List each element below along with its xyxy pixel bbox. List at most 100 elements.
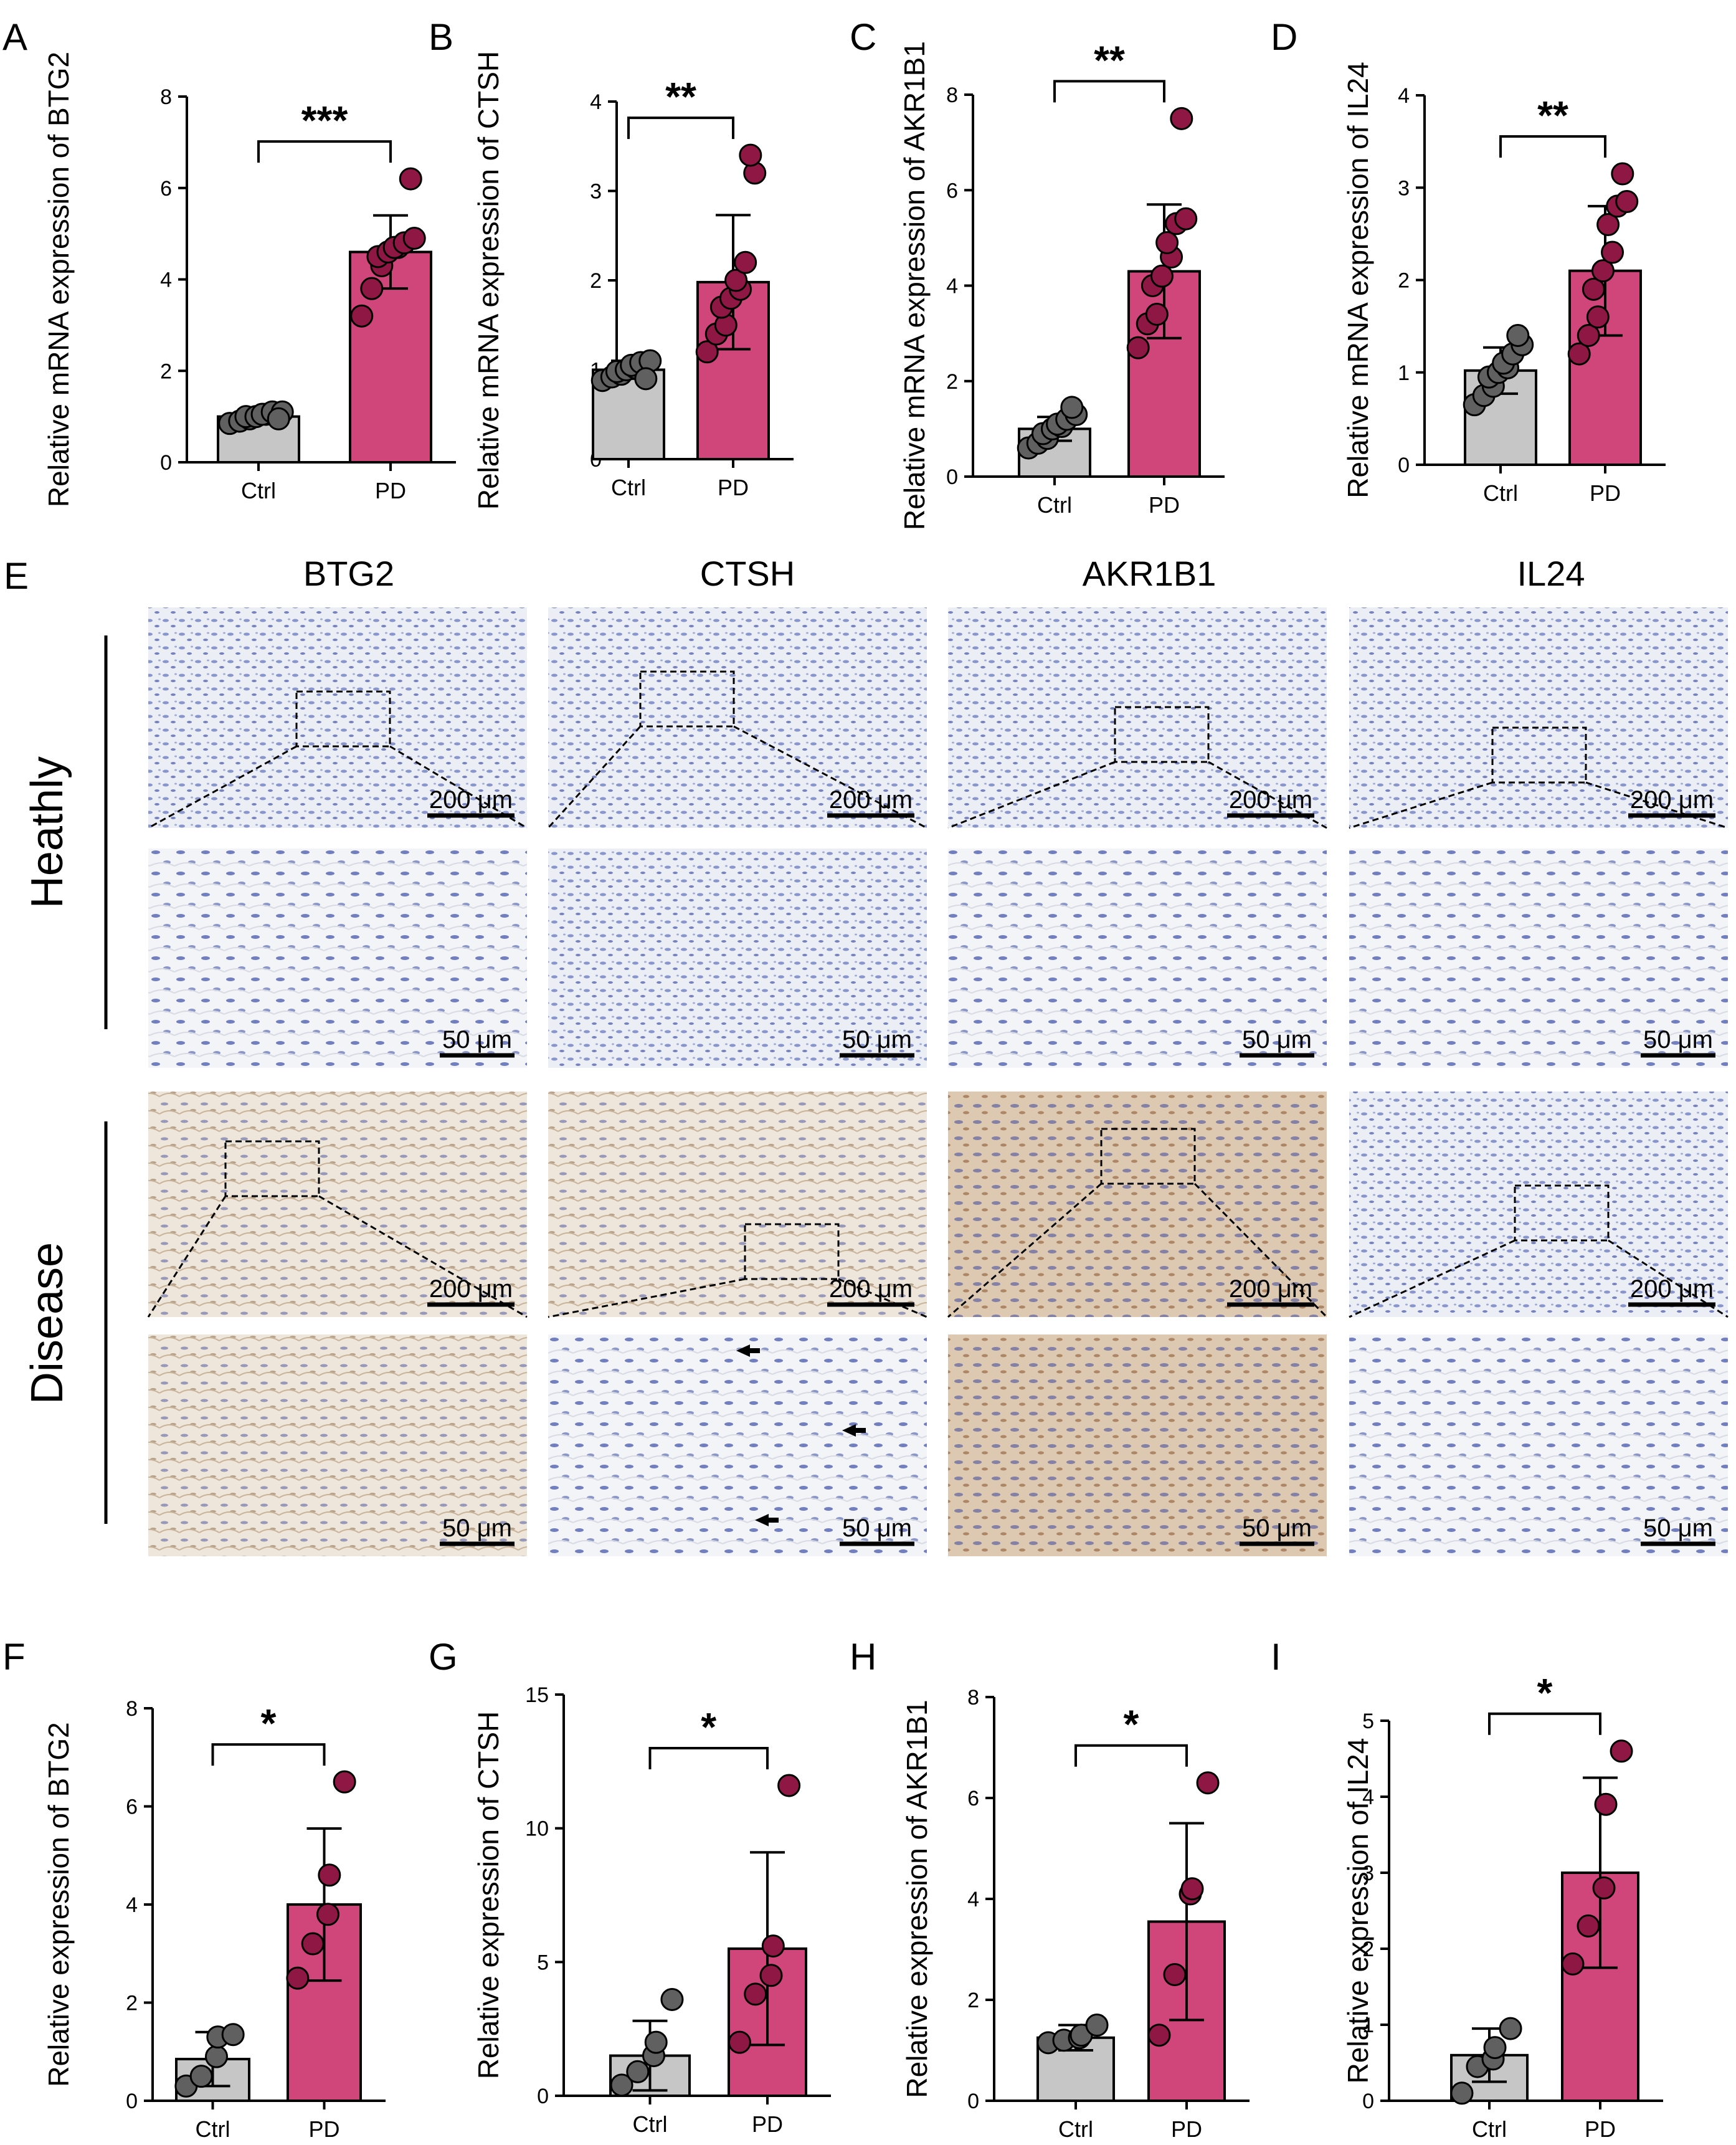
scale-bar-label: 200 μm: [429, 1275, 513, 1303]
data-point: [1155, 231, 1179, 255]
data-point: [286, 1966, 310, 1990]
data-point: [1596, 213, 1620, 237]
y-tick-label: 2: [967, 1989, 979, 2012]
zoom-line-left: [947, 761, 1116, 829]
roi-box: [1491, 726, 1587, 784]
y-axis-label: Relative expression of BTG2: [42, 1722, 75, 2087]
data-point: [1170, 107, 1193, 130]
y-tick-label: 0: [160, 451, 172, 475]
significance-bracket: [211, 1743, 326, 1766]
x-tick-label: Ctrl: [611, 475, 646, 500]
data-point: [1591, 259, 1615, 283]
scale-bar-label: 50 μm: [1643, 1026, 1713, 1053]
data-point: [316, 1903, 339, 1926]
significance-stars: *: [1537, 1670, 1553, 1715]
panel-label: G: [429, 1636, 458, 1678]
y-tick-label: 4: [967, 1888, 979, 1911]
ihc-image-grid: 200 μm 200 μm 200 μm 200 μm 50 μm 50 μm 50 μm 5…: [147, 607, 1729, 1556]
data-point: [267, 407, 290, 430]
data-point: [644, 2030, 668, 2054]
scale-bar-label: 200 μm: [429, 786, 513, 814]
data-point: [1499, 2017, 1522, 2040]
ihc-image-btg2-healthy-low: [148, 607, 527, 828]
significance-bracket: [257, 140, 392, 163]
x-tick-label: PD: [308, 2116, 339, 2142]
data-point: [734, 250, 757, 274]
data-point: [1163, 1963, 1187, 1986]
data-point: [660, 1987, 684, 2011]
row-label-healthy: Heathly: [22, 756, 72, 908]
chart-panel-f: F 0 2 4 6 8 Relative expression of BTG2 Ctrl PD *: [2, 1636, 386, 2142]
data-point: [1611, 162, 1634, 186]
ihc-panel: E BTG2 CTSH AKR1B1 IL24 Heathly Disease …: [4, 554, 1729, 1556]
panel-label: I: [1271, 1636, 1281, 1678]
data-point: [1577, 323, 1600, 347]
ihc-image-akr1b1-healthy-low: [948, 607, 1327, 828]
x-tick-label: PD: [752, 2111, 783, 2137]
significance-stars: **: [665, 74, 696, 119]
row-label-disease: Disease: [22, 1242, 72, 1404]
x-tick-label: Ctrl: [241, 478, 276, 503]
chart-panel-a: A 0 2 4 6 8 Relative mRNA expression of BTG2 Ct…: [2, 16, 456, 507]
x-tick-label: PD: [1585, 2116, 1616, 2142]
chart-panel-c: C 0 2 4 6 8 Relative mRNA expression of AKR1B1…: [850, 16, 1225, 530]
arrow-icon: [736, 1344, 760, 1357]
y-tick-label: 2: [946, 370, 958, 394]
y-tick-label: 8: [160, 85, 172, 109]
data-point: [1150, 264, 1174, 288]
panel-label-e: E: [4, 555, 29, 597]
y-tick-label: 4: [1398, 84, 1410, 108]
data-point: [205, 2045, 228, 2068]
significance-stars: **: [1094, 37, 1125, 82]
ihc-image-il24-healthy-high: [1349, 849, 1728, 1068]
data-point: [1145, 302, 1169, 326]
data-point: [695, 340, 719, 364]
chart-panel-b: B01234Relative mRNA expression of CTSHCt…: [429, 16, 794, 510]
data-point: [1085, 2014, 1109, 2037]
scale-bar-label: 200 μm: [829, 786, 913, 814]
y-tick-label: 6: [126, 1795, 138, 1819]
x-tick-label: Ctrl: [1483, 480, 1518, 506]
zoom-line-left: [547, 725, 642, 829]
data-point: [744, 1982, 767, 2006]
y-tick-label: 5: [537, 1951, 549, 1974]
scale-bar-label: 200 μm: [1229, 1275, 1312, 1303]
data-point: [739, 143, 762, 167]
y-tick-label: 4: [160, 269, 172, 292]
data-point: [1577, 1914, 1600, 1938]
data-point: [350, 304, 374, 328]
y-tick-label: 0: [1398, 454, 1410, 477]
y-tick-label: 6: [967, 1787, 979, 1810]
scale-bar-label: 200 μm: [1630, 786, 1714, 814]
chart-panel-d: D 0 1 2 3 4 Relative mRNA expression of IL24 Ct…: [1271, 16, 1666, 506]
ihc-image-btg2-disease-low: [148, 1092, 527, 1317]
data-point: [728, 2030, 751, 2054]
ihc-image-il24-disease-high: [1349, 1334, 1728, 1556]
y-tick-label: 3: [590, 180, 602, 204]
ihc-image-ctsh-healthy-low: [548, 607, 927, 828]
column-header-il24: IL24: [1517, 554, 1585, 593]
data-point: [1594, 1792, 1618, 1816]
roi-box: [1514, 1184, 1610, 1242]
y-tick-label: 2: [1398, 269, 1410, 293]
x-tick-label: Ctrl: [1037, 492, 1072, 518]
data-point: [759, 1964, 783, 1987]
data-point: [1174, 207, 1198, 231]
ihc-image-ctsh-disease-low: [548, 1092, 927, 1317]
significance-stars: *: [701, 1705, 716, 1749]
x-tick-label: Ctrl: [633, 2111, 668, 2137]
data-point: [724, 269, 748, 292]
x-tick-label: PD: [1171, 2116, 1202, 2142]
zoom-line-left: [548, 1278, 746, 1318]
data-point: [221, 2023, 245, 2047]
x-tick-label: Ctrl: [196, 2116, 230, 2142]
significance-bracket: [1053, 80, 1165, 103]
y-tick-label: 6: [160, 177, 172, 201]
y-tick-label: 3: [1398, 176, 1410, 200]
scale-bar-label: 50 μm: [442, 1026, 512, 1053]
x-tick-label: Ctrl: [1058, 2116, 1093, 2142]
y-axis-label: Relative mRNA expression of AKR1B1: [898, 41, 931, 530]
y-tick-label: 2: [590, 269, 602, 293]
scale-bar-label: 200 μm: [1630, 1275, 1714, 1303]
zoom-line-right: [838, 1278, 927, 1318]
